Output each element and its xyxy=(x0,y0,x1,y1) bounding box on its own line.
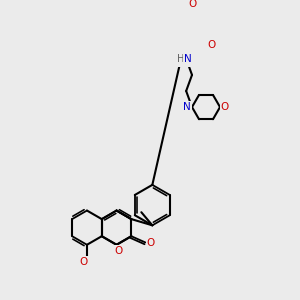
Text: H: H xyxy=(177,54,184,64)
Text: O: O xyxy=(114,246,122,256)
Text: O: O xyxy=(188,0,196,9)
Text: O: O xyxy=(80,257,88,267)
Text: O: O xyxy=(207,40,215,50)
Text: N: N xyxy=(184,102,191,112)
Text: N: N xyxy=(184,54,192,64)
Text: O: O xyxy=(220,102,229,112)
Text: O: O xyxy=(147,238,155,248)
